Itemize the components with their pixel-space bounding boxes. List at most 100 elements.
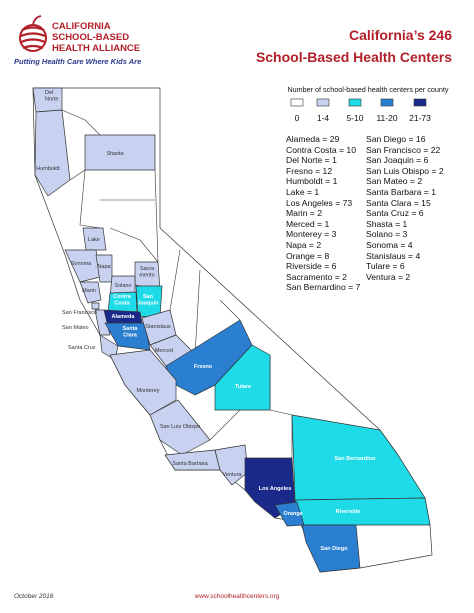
county-count: Riverside = 6: [286, 261, 337, 272]
title: School-Based Health Centers: [256, 49, 452, 65]
county-count: San Joaquin = 6: [366, 155, 429, 166]
legend-swatch: [316, 98, 330, 107]
map-label: Alameda: [112, 314, 136, 320]
map-label: Merced: [155, 348, 173, 354]
county-count: Merced = 1: [286, 218, 330, 229]
title: California’s 246: [349, 27, 452, 43]
map-label: Santa Cruz: [68, 345, 96, 351]
legend-swatch: [380, 98, 394, 107]
map-label: Lake: [88, 237, 100, 243]
map-label: Santa: [123, 326, 139, 332]
map-label: Marin: [82, 288, 96, 294]
logo-line: CALIFORNIA: [52, 21, 111, 32]
county-count: Alameda = 29: [286, 134, 340, 144]
county: [214, 444, 249, 486]
county-count: Santa Clara = 15: [366, 197, 431, 208]
county-count: Ventura = 2: [366, 271, 411, 282]
map-label: Norte: [45, 97, 58, 103]
map-label: San: [143, 294, 154, 300]
legend-label: 11-20: [376, 113, 397, 123]
county-count: Solano = 3: [366, 229, 408, 240]
map-label: Sacra: [140, 266, 155, 272]
map-label: Tulare: [235, 384, 251, 390]
map-label: Riverside: [336, 509, 361, 515]
county-count: Stanislaus = 4: [366, 250, 421, 261]
map-label: San Francisco: [62, 310, 97, 316]
county-count: Sacramento = 2: [286, 271, 347, 282]
map-label: Fresno: [194, 364, 213, 370]
logo-icon: [19, 15, 47, 52]
map-label: Stanislaus: [145, 324, 171, 330]
county-count: Orange = 8: [286, 250, 330, 261]
map-label: Orange: [283, 511, 302, 517]
county: [294, 497, 431, 526]
legend-title: Number of school-based health centers pe…: [287, 85, 448, 94]
legend-label: 21-73: [409, 113, 431, 123]
county: [34, 109, 71, 197]
county: [91, 302, 100, 310]
california-map: [32, 87, 433, 573]
footer-url: www.schoolhealthcenters.org: [194, 593, 280, 600]
map-label: Shasta: [106, 151, 124, 157]
map-label: Solano: [114, 283, 131, 289]
map-label: Joaquin: [137, 301, 159, 307]
county: [94, 309, 111, 336]
legend-label: 5-10: [346, 113, 363, 123]
county-count: San Mateo = 2: [366, 176, 423, 187]
county: [214, 344, 271, 411]
map-label: San Diego: [321, 546, 349, 552]
county-list: Alameda = 29 Contra Costa = 10 Del Norte =…: [286, 134, 360, 293]
county: [109, 349, 177, 416]
county-count: San Diego = 16: [366, 134, 426, 144]
legend-label: 1-4: [317, 113, 330, 123]
county: [244, 457, 296, 519]
county-count: Fresno = 12: [286, 165, 333, 176]
legend-swatch: [413, 98, 427, 107]
legend: 0 1-4 5-10 11-20 21-73: [290, 98, 431, 123]
legend-swatch: [290, 98, 304, 107]
map-label: Napa: [97, 264, 111, 270]
map-label: Del: [45, 90, 53, 96]
county-count: Sonoma = 4: [366, 239, 413, 250]
county: [84, 134, 156, 171]
map-label: Clara: [123, 333, 138, 339]
county: [82, 227, 107, 251]
county-count: San Francisco = 22: [366, 144, 441, 155]
map-label: Ventura: [223, 472, 243, 478]
map-label: Santa Barbara: [172, 461, 208, 467]
map-label: Humboldt: [36, 166, 60, 172]
county-count: San Bernardino = 7: [286, 282, 361, 293]
logo-line: HEALTH ALLIANCE: [52, 43, 140, 54]
map-label: Monterey: [137, 388, 160, 394]
county: [291, 414, 426, 501]
map-label: Costa: [114, 301, 130, 307]
map-label: San Mateo: [62, 325, 89, 331]
county-count: Del Norte = 1: [286, 155, 337, 166]
tagline: Putting Health Care Where Kids Are: [14, 57, 141, 66]
legend-swatch: [348, 98, 362, 107]
map-label: Sonoma: [71, 261, 92, 267]
county-count: Santa Cruz = 6: [366, 208, 424, 219]
county-count: Tulare = 6: [366, 261, 405, 272]
map-label: mento: [139, 273, 154, 279]
county-count: Humboldt = 1: [286, 176, 338, 187]
county-count: Shasta = 1: [366, 218, 408, 229]
legend-label: 0: [295, 113, 300, 123]
logo-line: SCHOOL-BASED: [52, 32, 129, 43]
county-count: Lake = 1: [286, 186, 320, 197]
county-count: Marin = 2: [286, 208, 323, 219]
map-label: San Bernardino: [335, 456, 377, 462]
county-count: Monterey = 3: [286, 229, 337, 240]
county-list: San Diego = 16 San Francisco = 22 San Joaq…: [366, 134, 444, 282]
map-label: Contra: [113, 294, 132, 300]
footer-date: October 2016: [14, 593, 54, 600]
county-count: Contra Costa = 10: [286, 144, 356, 155]
county-count: Napa = 2: [286, 239, 322, 250]
county-count: Los Angeles = 73: [286, 197, 353, 208]
county: [149, 399, 211, 456]
map-label: San Luis Obispo: [160, 424, 200, 430]
county: [79, 281, 102, 304]
